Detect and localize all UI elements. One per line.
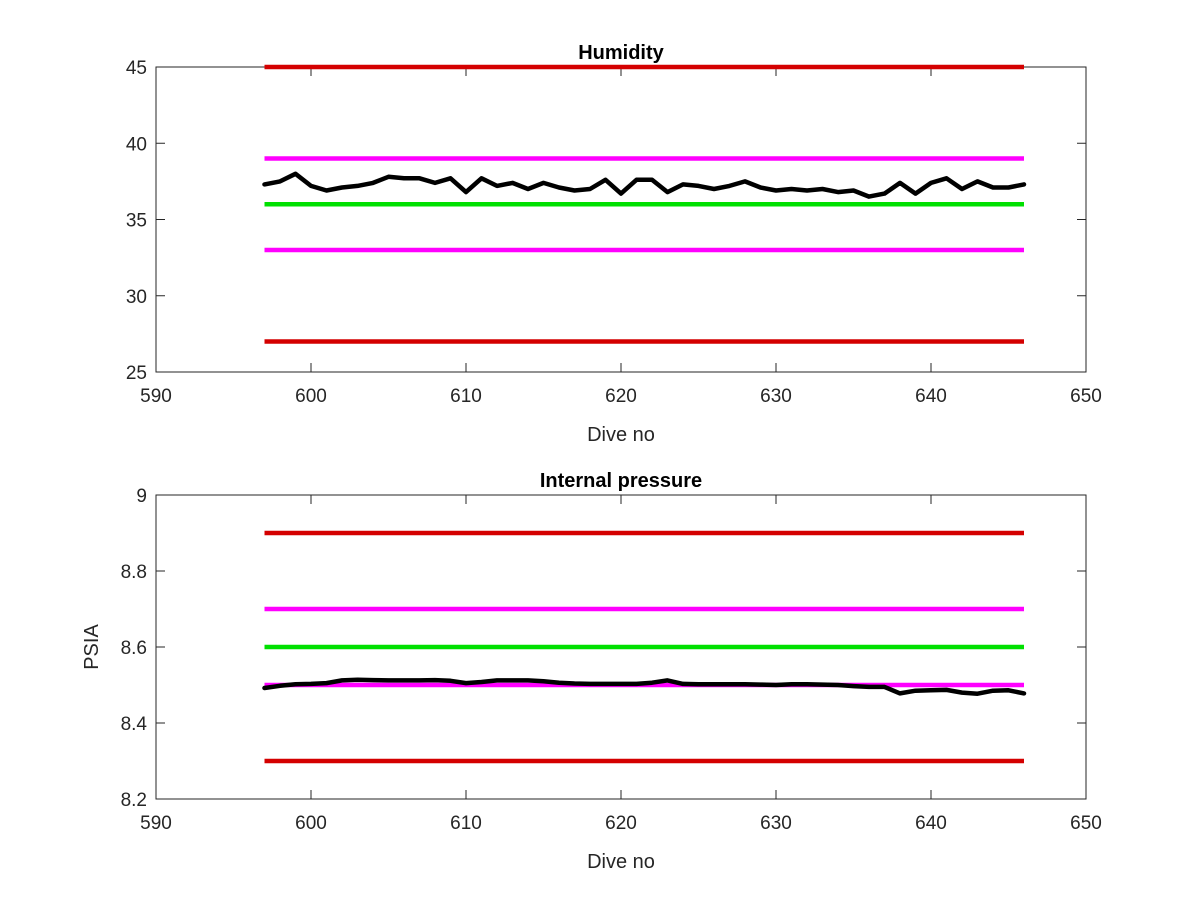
x-tick-label: 610 [450,813,482,834]
x-tick-label: 650 [1070,386,1102,407]
y-tick-label: 8.6 [121,638,147,659]
x-tick-label: 590 [140,386,172,407]
x-tick-label: 630 [760,386,792,407]
y-tick-label: 40 [126,134,147,155]
y-tick-label: 9 [136,486,147,507]
x-axis-label: Dive no [587,851,655,873]
chart-title: Humidity [578,42,664,64]
chart-title: Internal pressure [540,470,702,492]
x-tick-label: 620 [605,386,637,407]
axes-frame [155,66,1087,373]
x-tick-label: 640 [915,813,947,834]
y-tick-label: 25 [126,363,147,384]
humidity-subplot: 590 600 610 620 630 640 650 25 30 35 40 45 Humidity D… [126,42,1102,446]
x-tick-label: 600 [295,813,327,834]
y-tick-label: 8.4 [121,714,148,735]
y-axis-label: PSIA [81,624,103,670]
y-tick-label: 30 [126,287,147,308]
x-tick-label: 630 [760,813,792,834]
x-tick-label: 600 [295,386,327,407]
x-tick-label: 650 [1070,813,1102,834]
x-tick-label: 610 [450,386,482,407]
y-tick-label: 35 [126,211,147,232]
y-tick-label: 8.8 [121,562,147,583]
internal-pressure-subplot: 590 600 610 620 630 640 650 8.2 8.4 8.6 8.8 9 Intern… [81,470,1102,873]
x-tick-label: 620 [605,813,637,834]
y-tick-label: 45 [126,58,147,79]
series-line [262,171,1027,199]
x-tick-label: 590 [140,813,172,834]
x-tick-label: 640 [915,386,947,407]
y-tick-label: 8.2 [121,790,147,811]
series-line [262,677,1027,696]
x-axis-label: Dive no [587,424,655,446]
